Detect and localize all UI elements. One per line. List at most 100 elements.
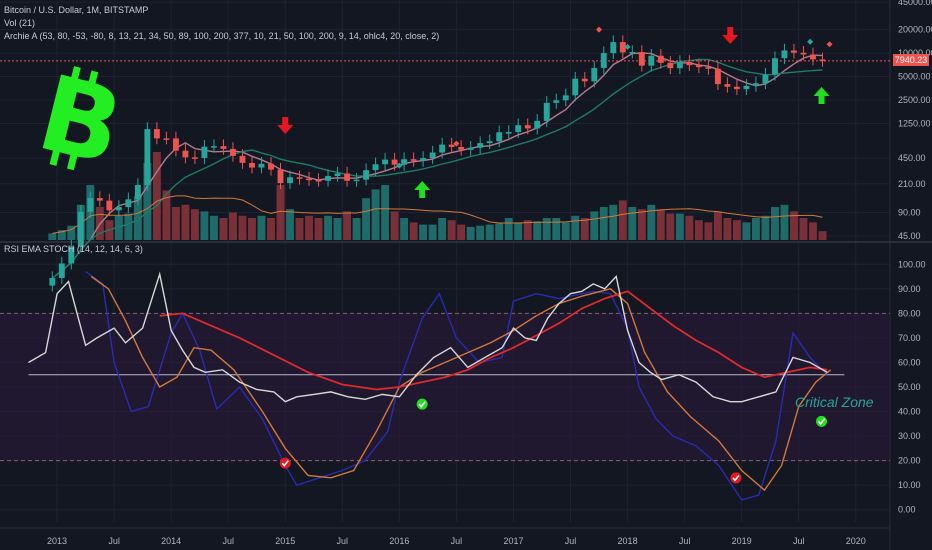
volume-bar <box>419 224 428 240</box>
candle-body <box>629 51 636 54</box>
candle-body <box>581 78 588 82</box>
candle-body <box>115 207 122 211</box>
candle-body <box>49 278 56 286</box>
volume-bar <box>314 218 323 240</box>
volume-bar <box>770 207 779 240</box>
price-tick-label: 90.00 <box>898 208 921 218</box>
candle-body <box>619 42 626 53</box>
volume-bar <box>352 218 361 240</box>
rsi-tick-label: 30.00 <box>898 431 921 441</box>
volume-bar <box>333 218 342 240</box>
volume-bar <box>409 222 418 240</box>
volume-bar <box>305 215 313 240</box>
rsi-tick-label: 20.00 <box>898 456 921 466</box>
volume-bar <box>628 207 637 240</box>
signal-diamond <box>453 140 460 147</box>
candle-body <box>705 67 712 69</box>
candle-body <box>315 180 322 182</box>
candle-body <box>553 100 560 103</box>
volume-bar <box>295 218 304 240</box>
volume-bar <box>590 211 599 240</box>
candle-body <box>77 211 84 247</box>
candle-body <box>372 164 379 171</box>
volume-bar <box>609 204 618 240</box>
volume-bar <box>732 220 741 240</box>
volume-bar <box>343 211 352 240</box>
volume-bar <box>523 220 532 240</box>
time-tick-label: Jul <box>108 536 120 546</box>
candle-body <box>477 143 484 148</box>
time-tick-label: Jul <box>222 536 234 546</box>
volume-bar <box>133 196 142 240</box>
candle-body <box>106 200 113 211</box>
volume-bar <box>561 222 570 240</box>
candle-body <box>791 50 797 53</box>
volume-bar <box>751 218 760 240</box>
candle-body <box>258 163 265 168</box>
candle-body <box>201 146 208 159</box>
candle-body <box>287 177 293 184</box>
rsi-tick-label: 70.00 <box>898 333 921 343</box>
volume-bar <box>761 215 770 240</box>
candle-body <box>771 58 778 75</box>
price-tick-label: 2500.00 <box>898 95 931 105</box>
rsi-tick-label: 0.00 <box>898 505 916 515</box>
candle-body <box>363 170 370 180</box>
blue-oscillator-line <box>85 271 828 501</box>
candle-body <box>334 173 341 176</box>
time-tick-label: 2014 <box>161 536 181 546</box>
volume-bar <box>390 211 399 240</box>
candle-body <box>733 86 740 90</box>
candle-body <box>277 169 284 184</box>
volume-bar <box>571 215 580 240</box>
signal-diamond <box>596 26 603 33</box>
volume-bar <box>809 222 817 240</box>
time-tick-label: 2016 <box>389 536 409 546</box>
volume-bar <box>219 218 228 240</box>
candle-body <box>600 53 607 68</box>
candle-body <box>467 147 474 150</box>
candle-body <box>210 146 217 148</box>
candle-body <box>163 138 170 140</box>
volume-bar <box>67 225 76 240</box>
candle-body <box>695 65 702 68</box>
candle-body <box>230 148 236 156</box>
candle-body <box>762 74 769 84</box>
volume-bar <box>257 215 266 240</box>
red-down-arrow-icon <box>722 27 739 44</box>
volume-bar <box>143 163 152 240</box>
volume-bar <box>238 215 247 240</box>
volume-bar <box>552 218 561 240</box>
candle-body <box>657 55 664 63</box>
candle-body <box>505 132 512 134</box>
candle-body <box>172 138 179 151</box>
rsi-tick-label: 80.00 <box>898 308 921 318</box>
candle-body <box>58 263 65 279</box>
time-tick-label: 2013 <box>47 536 67 546</box>
volume-bar <box>618 200 627 240</box>
candle-body <box>239 155 246 163</box>
red-check-icon <box>279 457 291 469</box>
volume-bar <box>666 213 675 240</box>
candle-body <box>810 54 816 60</box>
volume-bar <box>685 215 694 240</box>
price-tick-label: 450.00 <box>898 153 926 163</box>
red-down-arrow-icon <box>277 117 294 134</box>
volume-bar <box>209 215 218 240</box>
critical-zone-label: Critical Zone <box>795 394 874 410</box>
volume-bar <box>656 209 665 240</box>
volume-bar <box>742 222 751 240</box>
green-up-arrow-icon <box>813 87 830 104</box>
volume-bar <box>276 185 285 240</box>
candle-body <box>686 61 693 66</box>
rsi-tick-label: 60.00 <box>898 357 921 367</box>
rsi-tick-label: 100.00 <box>898 259 926 269</box>
candle-body <box>344 173 351 181</box>
candle-body <box>781 50 788 59</box>
candle-body <box>724 84 731 87</box>
time-tick-label: 2018 <box>618 536 638 546</box>
volume-bar <box>229 212 237 240</box>
candle-body <box>87 198 94 212</box>
volume-bar <box>533 221 542 240</box>
